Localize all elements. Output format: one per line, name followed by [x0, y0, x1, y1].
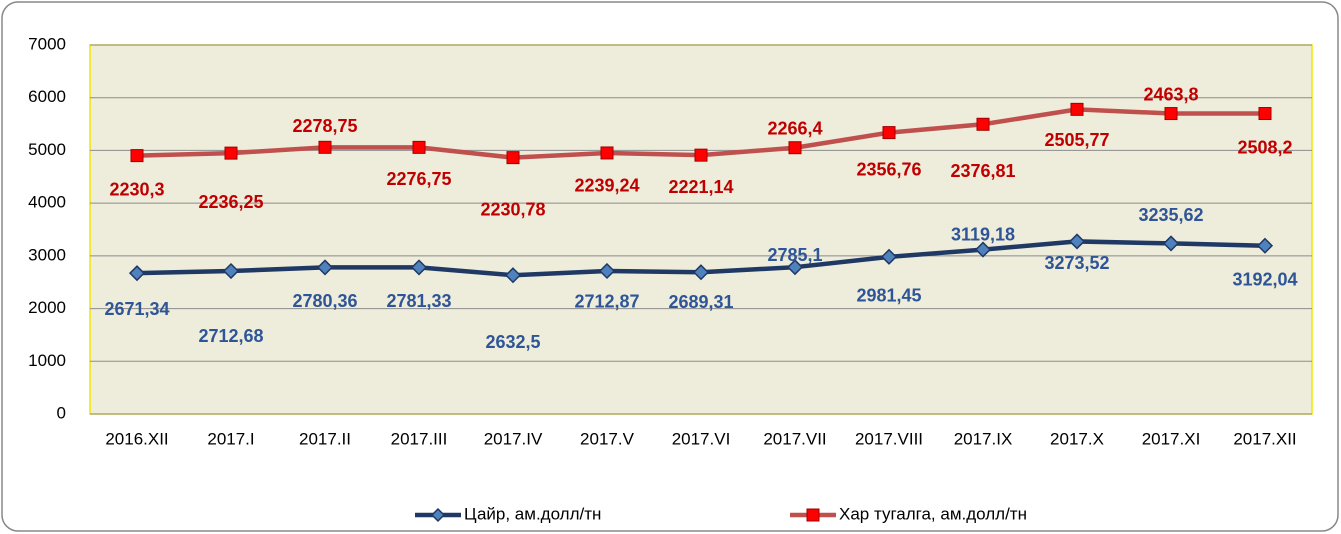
x-tick-label: 2017.XI	[1142, 429, 1201, 448]
data-label: 2376,81	[950, 161, 1015, 181]
marker	[692, 264, 710, 281]
x-tick-label: 2017.XII	[1233, 429, 1296, 448]
x-tick-label: 2017.I	[207, 429, 254, 448]
data-label: 2239,24	[574, 176, 639, 196]
x-tick-label: 2017.IV	[484, 429, 543, 448]
marker	[786, 259, 804, 276]
marker	[1162, 235, 1180, 252]
x-tick-label: 2017.II	[299, 429, 351, 448]
data-label: 2505,77	[1044, 130, 1109, 150]
data-label: 2463,8	[1143, 84, 1198, 104]
x-tick-label: 2017.VI	[672, 429, 731, 448]
legend-marker	[806, 508, 820, 522]
y-tick-label: 2000	[28, 298, 66, 317]
data-label: 2278,75	[292, 116, 357, 136]
data-label: 2230,3	[109, 179, 164, 199]
marker	[506, 151, 520, 165]
data-label: 2356,76	[856, 159, 921, 179]
data-label: 3192,04	[1232, 269, 1297, 289]
marker	[128, 265, 146, 282]
data-label: 3273,52	[1044, 253, 1109, 273]
data-label: 2689,31	[668, 292, 733, 312]
marker	[974, 241, 992, 258]
marker	[598, 262, 616, 280]
marker	[788, 141, 802, 155]
y-tick-label: 0	[57, 403, 66, 422]
marker	[224, 146, 238, 160]
marker	[694, 148, 708, 162]
x-tick-label: 2017.III	[391, 429, 448, 448]
y-tick-label: 3000	[28, 245, 66, 264]
data-label: 2508,2	[1237, 137, 1292, 157]
data-label: 2230,78	[480, 199, 545, 219]
x-tick-label: 2016.XII	[105, 429, 168, 448]
data-label: 2632,5	[485, 332, 540, 352]
marker	[1070, 102, 1084, 116]
data-label: 2712,68	[198, 326, 263, 346]
marker	[316, 259, 334, 276]
marker	[600, 146, 614, 160]
marker	[222, 262, 240, 280]
data-label: 2780,36	[292, 291, 357, 311]
plot-area	[89, 44, 1313, 415]
x-tick-label: 2017.IX	[954, 429, 1013, 448]
marker	[1256, 237, 1274, 254]
y-tick-label: 1000	[28, 351, 66, 370]
x-tick-label: 2017.V	[580, 429, 635, 448]
y-tick-label: 5000	[28, 140, 66, 159]
data-label: 2785,1	[767, 245, 822, 265]
marker	[880, 248, 898, 265]
marker	[130, 149, 144, 163]
y-tick-label: 7000	[28, 34, 66, 53]
data-label: 2276,75	[386, 169, 451, 189]
legend-label: Хар тугалга, ам.долл/тн	[839, 504, 1027, 523]
marker	[318, 140, 332, 154]
marker	[412, 140, 426, 154]
data-label: 2781,33	[386, 291, 451, 311]
data-label: 2712,87	[574, 292, 639, 312]
data-label: 2981,45	[856, 286, 921, 306]
marker	[976, 117, 990, 131]
x-tick-label: 2017.X	[1050, 429, 1104, 448]
data-label: 3235,62	[1138, 205, 1203, 225]
marker	[410, 259, 428, 276]
marker	[882, 126, 896, 140]
y-tick-label: 4000	[28, 193, 66, 212]
marker	[504, 267, 522, 284]
x-tick-label: 2017.VIII	[855, 429, 923, 448]
marker	[1164, 107, 1178, 121]
data-label: 2266,4	[767, 118, 822, 138]
data-label: 2671,34	[104, 299, 169, 319]
x-tick-label: 2017.VII	[763, 429, 826, 448]
legend-marker	[430, 507, 446, 523]
data-label: 2236,25	[198, 192, 263, 212]
y-tick-label: 6000	[28, 87, 66, 106]
data-label: 2221,14	[668, 177, 733, 197]
data-label: 3119,18	[951, 224, 1015, 244]
marker	[1068, 233, 1086, 250]
legend-label: Цайр, ам.долл/тн	[464, 504, 601, 523]
marker	[1258, 107, 1272, 121]
